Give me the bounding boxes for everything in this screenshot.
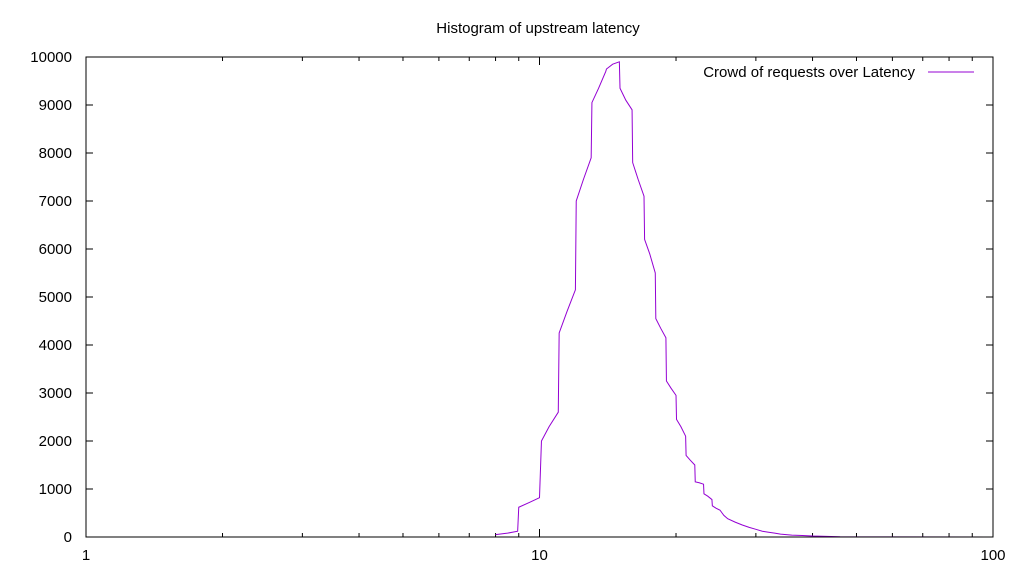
- legend-label: Crowd of requests over Latency: [703, 64, 915, 81]
- x-tick-label: 10: [531, 547, 548, 564]
- y-tick-label: 9000: [39, 97, 72, 114]
- x-tick-label: 1: [82, 547, 90, 564]
- y-tick-label: 1000: [39, 481, 72, 498]
- y-tick-label: 3000: [39, 385, 72, 402]
- plot-frame: [85, 56, 994, 538]
- chart-title: Histogram of upstream latency: [436, 20, 640, 37]
- y-axis: 0 1000 2000 3000 4000 5000 6000 7000 8000 9000 100…: [30, 49, 993, 546]
- y-tick-label: 2000: [39, 433, 72, 450]
- series-line: [495, 61, 994, 538]
- y-tick-label: 7000: [39, 193, 72, 210]
- y-tick-label: 8000: [39, 145, 72, 162]
- y-tick-label: 4000: [39, 337, 72, 354]
- y-tick-label: 10000: [30, 49, 72, 66]
- y-tick-label: 6000: [39, 241, 72, 258]
- legend: Crowd of requests over Latency: [703, 64, 974, 81]
- x-axis: 1 10 100: [82, 57, 1006, 564]
- y-tick-label: 5000: [39, 289, 72, 306]
- y-tick-label: 0: [64, 529, 72, 546]
- x-tick-label: 100: [980, 547, 1005, 564]
